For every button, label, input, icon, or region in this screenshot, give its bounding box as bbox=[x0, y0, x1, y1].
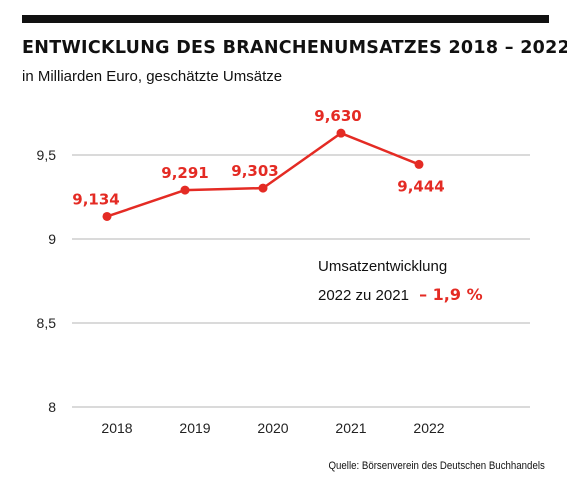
chart-subtitle: in Milliarden Euro, geschätzte Umsätze bbox=[22, 68, 283, 85]
y-tick-label-0: 8 bbox=[48, 399, 56, 415]
y-tick-label-1: 8,5 bbox=[37, 315, 57, 331]
data-point-2022 bbox=[414, 159, 424, 169]
data-point-2020 bbox=[258, 183, 268, 193]
data-label-2020: 9,303 bbox=[231, 162, 278, 180]
data-label-2021: 9,630 bbox=[314, 107, 361, 125]
data-point-2018 bbox=[102, 211, 112, 221]
annotation-change-value: – 1,9 % bbox=[419, 285, 483, 304]
x-tick-label-1: 2019 bbox=[179, 420, 210, 436]
y-tick-label-2: 9 bbox=[48, 231, 56, 247]
y-tick-label-3: 9,5 bbox=[37, 147, 57, 163]
top-rule bbox=[22, 15, 549, 23]
x-tick-label-0: 2018 bbox=[101, 420, 132, 436]
data-point-2021 bbox=[336, 128, 346, 138]
annotation-line-2: 2022 zu 2021 – 1,9 % bbox=[318, 285, 483, 304]
x-tick-label-3: 2021 bbox=[335, 420, 366, 436]
x-tick-label-4: 2022 bbox=[413, 420, 444, 436]
data-label-2018: 9,134 bbox=[72, 190, 119, 208]
source-note: Quelle: Börsenverein des Deutschen Buchh… bbox=[328, 460, 545, 472]
annotation-period: 2022 zu 2021 bbox=[318, 287, 409, 304]
data-label-2022: 9,444 bbox=[397, 177, 444, 195]
data-label-2019: 9,291 bbox=[161, 164, 208, 182]
data-point-2019 bbox=[180, 185, 190, 195]
chart-title: ENTWICKLUNG DES BRANCHENUMSATZES 2018 – … bbox=[22, 38, 567, 58]
x-tick-label-2: 2020 bbox=[257, 420, 288, 436]
annotation-line-1: Umsatzentwicklung bbox=[318, 258, 448, 275]
